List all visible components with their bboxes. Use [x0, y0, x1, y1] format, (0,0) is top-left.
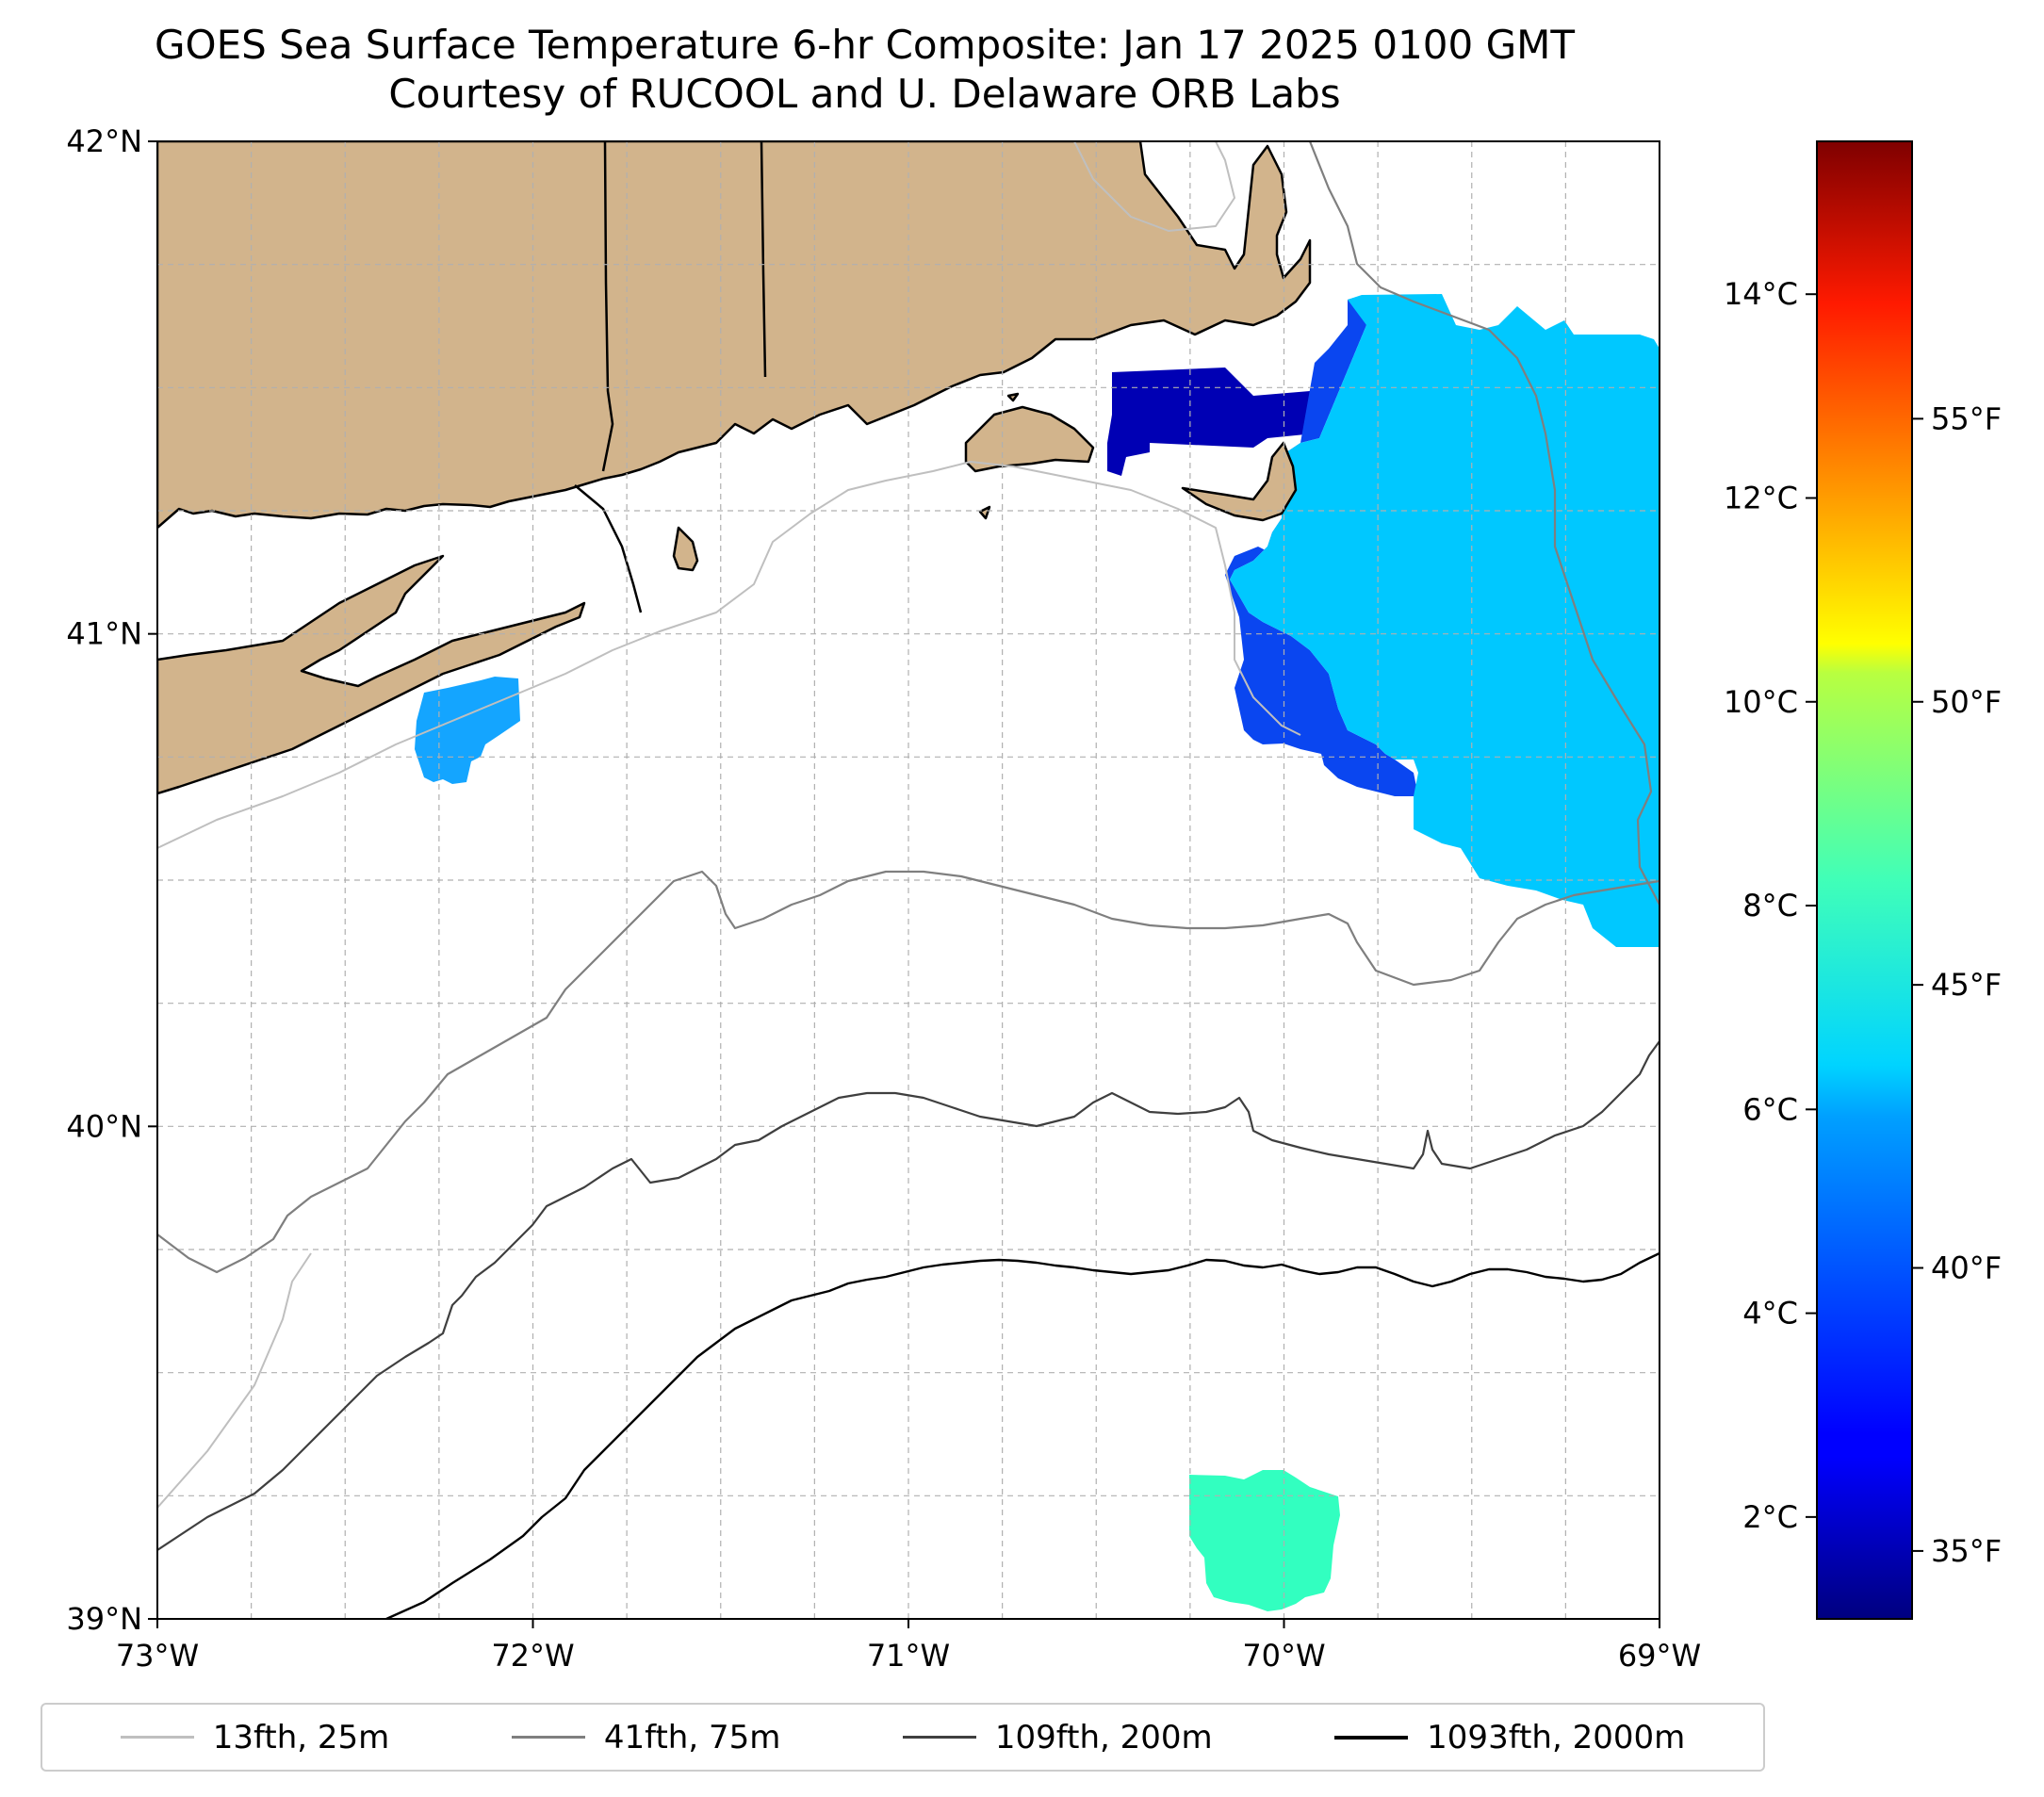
legend-label: 1093fth, 2000m — [1427, 1718, 1686, 1756]
land-mass — [978, 505, 991, 520]
y-tick-label: 39°N — [66, 1601, 142, 1637]
land-mass — [672, 526, 699, 572]
colorbar-celsius-label: 14°C — [1724, 276, 1798, 312]
legend-entry: 109fth, 200m — [902, 1718, 1213, 1756]
land-mass — [157, 554, 586, 795]
bathymetry-contour — [1073, 141, 1235, 232]
y-tick-label: 41°N — [66, 616, 142, 652]
legend-label: 41fth, 75m — [603, 1718, 781, 1756]
legend-line-swatch — [902, 1736, 976, 1739]
bathymetry-contour — [157, 1040, 1660, 1551]
bathymetry-contours — [157, 141, 1660, 1619]
legend-line-swatch — [511, 1736, 585, 1739]
bathymetry-contour — [1308, 141, 1660, 906]
colorbar-fahrenheit-label: 50°F — [1931, 684, 2002, 720]
sst-patch — [1230, 294, 1660, 947]
land-mass — [1181, 441, 1298, 522]
legend-line-swatch — [120, 1736, 194, 1739]
sst-patch — [1225, 297, 1418, 796]
land-mass — [1006, 392, 1020, 402]
legend-entry: 41fth, 75m — [511, 1718, 781, 1756]
title-line-1: GOES Sea Surface Temperature 6-hr Compos… — [154, 22, 1576, 68]
legend-entry: 1093fth, 2000m — [1334, 1719, 1685, 1756]
sst-patch — [1107, 368, 1315, 476]
legend-label: 13fth, 25m — [212, 1718, 390, 1756]
colorbar-celsius-label: 12°C — [1724, 480, 1798, 515]
colorbar-celsius-label: 8°C — [1742, 888, 1798, 923]
map-axes: 73°W 72°W 71°W 70°W 69°W 42°N 41°N 40°N 39°N — [66, 123, 1701, 1674]
land-mass — [157, 141, 1312, 530]
x-tick-label: 70°W — [1242, 1638, 1325, 1674]
legend-entry: 13fth, 25m — [120, 1718, 390, 1756]
colorbar-fahrenheit-label: 55°F — [1931, 400, 2002, 436]
bathymetry-contour — [157, 870, 1660, 1274]
bathymetry-contour — [157, 461, 1301, 849]
y-tick-label: 42°N — [66, 123, 142, 159]
colorbar-fahrenheit-label: 40°F — [1931, 1250, 2002, 1286]
colorbar-fahrenheit-label: 35°F — [1931, 1533, 2002, 1569]
land-masses — [157, 141, 1312, 795]
colorbar-celsius-label: 6°C — [1742, 1091, 1798, 1127]
state-border — [574, 484, 643, 613]
map-title: GOES Sea Surface Temperature 6-hr Compos… — [0, 21, 1729, 119]
land-mass — [964, 405, 1095, 473]
colorbar-celsius-label: 4°C — [1742, 1296, 1798, 1331]
gridlines — [157, 141, 1660, 1619]
colorbar-ramp — [1816, 140, 1913, 1620]
colorbar-fahrenheit-label: 45°F — [1931, 967, 2002, 1003]
x-tick-label: 71°W — [867, 1638, 950, 1674]
legend-label: 109fth, 200m — [994, 1718, 1213, 1756]
colorbar-celsius-label: 10°C — [1724, 684, 1798, 720]
state-border — [601, 141, 614, 472]
y-tick-label: 40°N — [66, 1108, 142, 1144]
legend-line-swatch — [1334, 1735, 1409, 1740]
x-tick-label: 69°W — [1618, 1638, 1701, 1674]
bathymetry-contour — [385, 1251, 1660, 1619]
colorbar: 2°C 4°C 6°C 8°C 10°C 12°C 14°C 35°F 40°F 45°F 50°F… — [1724, 140, 2002, 1620]
x-tick-label: 73°W — [116, 1638, 199, 1674]
colorbar-ticks: 2°C 4°C 6°C 8°C 10°C 12°C 14°C 35°F 40°F 45°F 50°F… — [1724, 276, 2002, 1569]
bathymetry-legend: 13fth, 25m 41fth, 75m 109fth, 200m 1093fth,… — [41, 1703, 1765, 1772]
x-tick-label: 72°W — [491, 1638, 574, 1674]
map-area — [157, 141, 1660, 1619]
colorbar-celsius-label: 2°C — [1742, 1499, 1798, 1535]
title-line-2: Courtesy of RUCOOL and U. Delaware ORB L… — [388, 71, 1341, 117]
sst-patch — [1189, 1470, 1340, 1611]
bathymetry-contour — [157, 1252, 312, 1509]
state-border — [760, 141, 767, 378]
